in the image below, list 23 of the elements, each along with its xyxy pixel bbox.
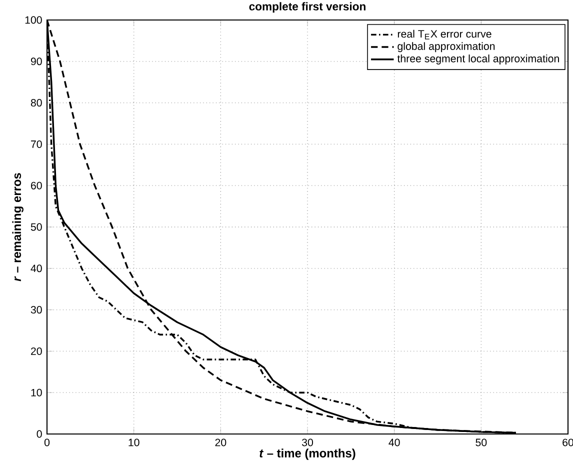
x-tick-label: 40 [388,438,400,446]
y-tick-label: 0 [36,430,42,438]
y-tick-label: 70 [31,140,42,148]
x-axis-title: t – time (months) [260,448,356,460]
y-tick-label: 90 [30,58,42,66]
y-axis-title: r – remaining erros [12,173,24,282]
y-tick-label: 30 [30,306,42,314]
y-tick-label: 100 [25,16,42,24]
y-tick-label: 40 [30,264,42,272]
x-tick-label: 0 [44,438,50,446]
x-tick-label: 30 [302,438,313,446]
y-tick-label: 20 [31,347,42,355]
y-tick-label: 10 [31,388,42,396]
x-tick-label: 50 [476,438,487,446]
y-tick-label: 50 [30,223,42,231]
x-tick-label: 10 [128,438,140,446]
x-tick-label: 20 [215,438,226,446]
legend-label: three segment local approximation [397,54,559,64]
legend-label: real T$_{E}$X error curve [398,30,492,40]
chart-title: complete first version [249,2,366,13]
y-tick-label: 60 [31,182,42,190]
y-tick-label: 80 [30,99,42,107]
legend-label: global approximation [398,42,495,52]
